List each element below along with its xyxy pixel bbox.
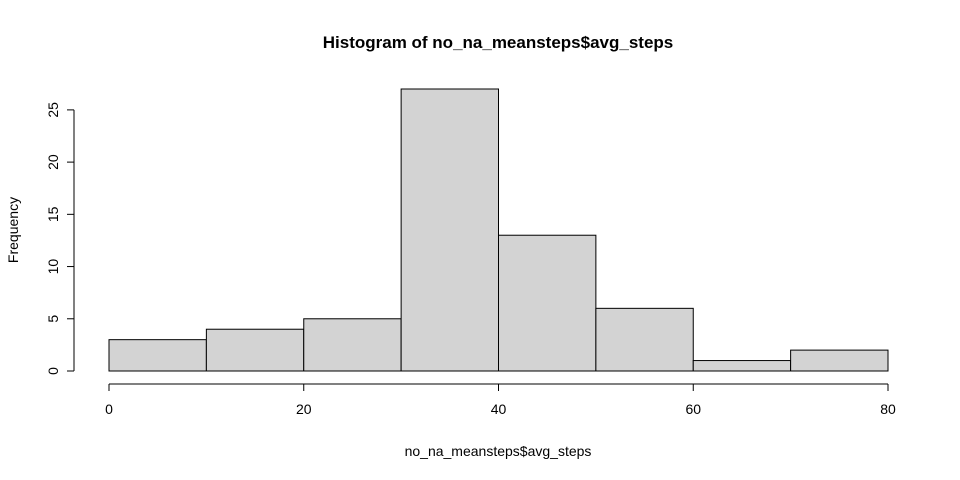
histogram-bar-5 xyxy=(595,307,694,372)
x-tick-label-1: 20 xyxy=(296,401,312,417)
x-tick-label-4: 80 xyxy=(880,401,896,417)
histogram-bar-0 xyxy=(108,339,207,372)
x-axis: 0 20 40 60 80 xyxy=(105,383,896,417)
y-tick-label-5: 25 xyxy=(45,102,61,118)
histogram-bar-1 xyxy=(205,328,305,372)
x-tick-label-3: 60 xyxy=(685,401,701,417)
x-tick-label-2: 40 xyxy=(491,401,507,417)
histogram-bar-7 xyxy=(790,349,889,372)
x-tick-label-0: 0 xyxy=(105,401,113,417)
y-tick-label-2: 10 xyxy=(45,259,61,275)
histogram-bar-4 xyxy=(498,234,597,372)
histogram-bar-2 xyxy=(303,318,402,372)
y-tick-label-1: 5 xyxy=(45,315,61,323)
histogram-bar-6 xyxy=(692,360,792,372)
chart-title: Histogram of no_na_meansteps$avg_steps xyxy=(323,33,674,52)
histogram-bar-3 xyxy=(400,88,499,372)
bars-group xyxy=(108,88,889,372)
x-axis-label: no_na_meansteps$avg_steps xyxy=(405,443,592,459)
y-tick-label-4: 20 xyxy=(45,154,61,170)
y-axis: 0 5 10 15 20 25 xyxy=(45,102,75,375)
y-tick-label-0: 0 xyxy=(45,367,61,375)
y-tick-label-3: 15 xyxy=(45,206,61,222)
y-axis-label: Frequency xyxy=(5,197,21,263)
